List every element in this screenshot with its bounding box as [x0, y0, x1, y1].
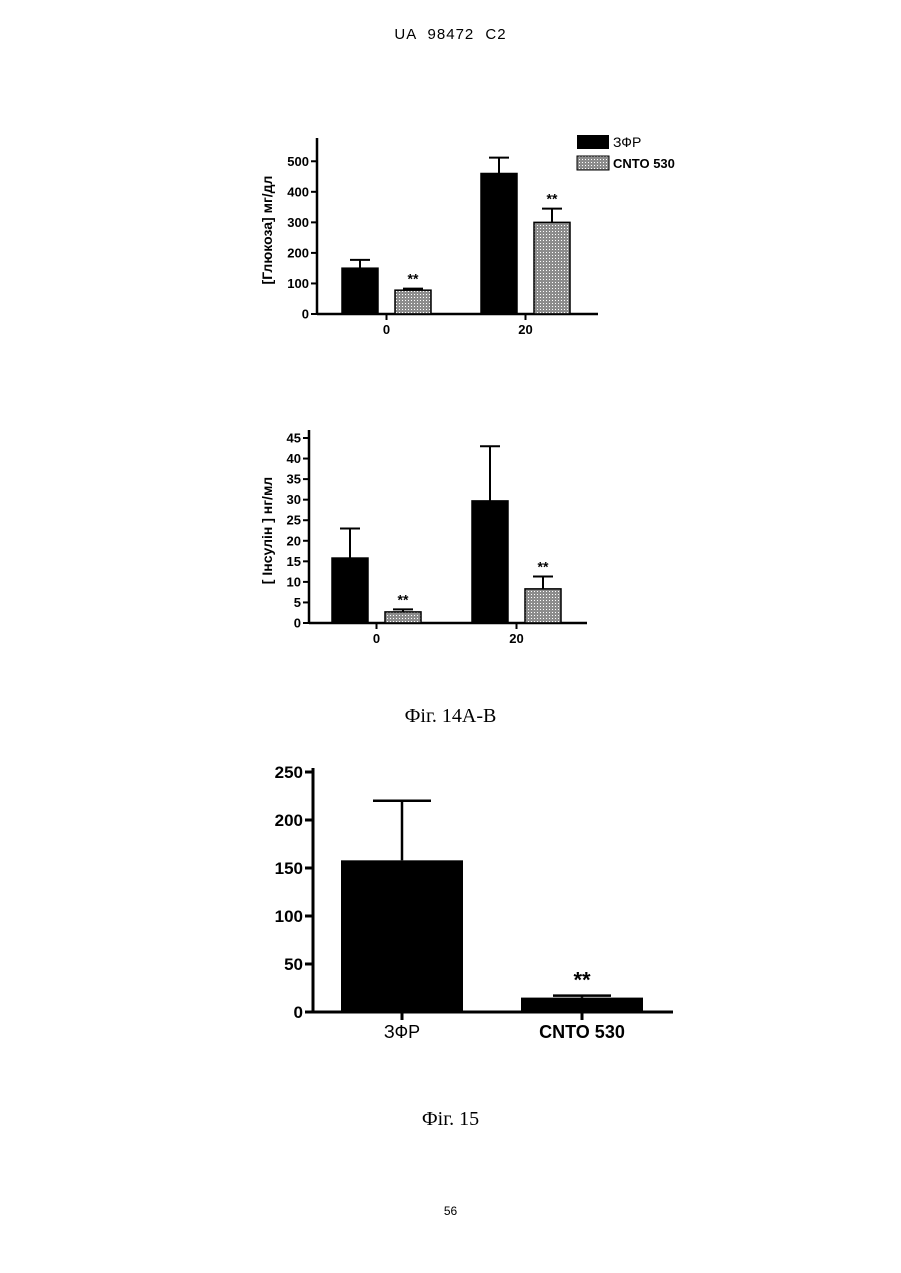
- bar: [525, 589, 561, 623]
- y-tick-label: 400: [287, 184, 309, 199]
- y-tick-label: 150: [275, 859, 303, 878]
- bar: [385, 612, 421, 623]
- y-tick-label: 10: [287, 574, 301, 589]
- insulin-chart: 0 5 10 15 20 25 30 35 40 45 [ Інсулін ] нг/мл ** 0 **…: [0, 425, 901, 655]
- legend-swatch-treatment: [577, 156, 609, 170]
- y-tick-label: 300: [287, 215, 309, 230]
- y-axis-label: [ Інсулін ] нг/мл: [259, 477, 275, 584]
- y-tick-label: 50: [284, 955, 303, 974]
- figure-14-caption: Фіг. 14А-В: [0, 705, 901, 728]
- x-tick-label: 0: [373, 631, 380, 646]
- legend-label-vehicle: ЗФР: [613, 134, 641, 150]
- legend-swatch-vehicle: [577, 135, 609, 149]
- y-tick-label: 0: [294, 616, 301, 631]
- x-tick-label: CNTO 530: [539, 1022, 625, 1042]
- significance-mark: **: [398, 591, 409, 607]
- y-tick-label: 250: [275, 763, 303, 782]
- y-tick-label: 25: [287, 513, 301, 528]
- y-tick-label: 15: [287, 554, 301, 569]
- y-tick-label: 35: [287, 472, 301, 487]
- bar: [341, 860, 463, 1012]
- y-tick-label: 0: [302, 307, 309, 322]
- y-tick-label: 0: [294, 1003, 303, 1022]
- significance-mark: **: [547, 191, 558, 207]
- bar: [521, 998, 643, 1012]
- x-tick-label: 20: [509, 631, 523, 646]
- y-axis-label: [Глюкоза] мг/дл: [259, 176, 275, 285]
- glucose-chart: 0 100 200 300 400 500 [Глюкоза] мг/дл ** 0 ** 20 ЗФ…: [0, 110, 901, 360]
- bar: [481, 173, 517, 314]
- bar: [395, 290, 431, 314]
- y-tick-label: 30: [287, 492, 301, 507]
- page-number: 56: [0, 1204, 901, 1218]
- document-header: UA 98472 C2: [0, 26, 901, 43]
- significance-mark: **: [408, 271, 419, 287]
- y-tick-label: 45: [287, 431, 301, 446]
- bar: [342, 268, 378, 314]
- y-tick-label: 200: [275, 811, 303, 830]
- figure-15-caption: Фіг. 15: [0, 1108, 901, 1131]
- figure-15-chart: 0 50 100 150 200 250 ЗФР ** CNTO 530: [0, 755, 901, 1055]
- y-tick-label: 40: [287, 451, 301, 466]
- x-tick-label: 20: [518, 322, 532, 337]
- bar: [472, 501, 508, 623]
- legend-label-treatment: CNTO 530: [613, 156, 675, 171]
- y-tick-label: 500: [287, 154, 309, 169]
- significance-mark: **: [538, 559, 549, 575]
- y-tick-label: 5: [294, 595, 301, 610]
- x-tick-label: ЗФР: [384, 1022, 420, 1042]
- y-tick-label: 100: [287, 276, 309, 291]
- bar: [534, 222, 570, 314]
- y-tick-label: 100: [275, 907, 303, 926]
- x-tick-label: 0: [383, 322, 390, 337]
- y-tick-label: 20: [287, 533, 301, 548]
- bar: [332, 558, 368, 623]
- significance-mark: **: [573, 968, 591, 993]
- y-tick-label: 200: [287, 245, 309, 260]
